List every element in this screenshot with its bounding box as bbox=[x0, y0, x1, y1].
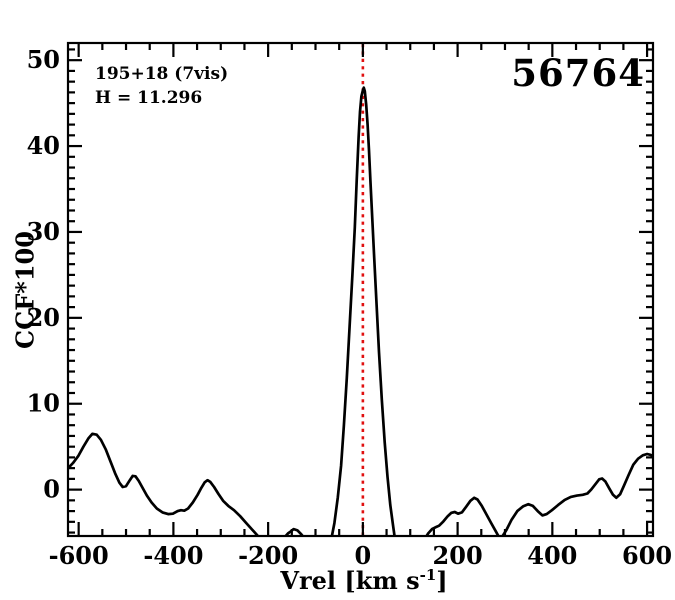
x-tick-label: -400 bbox=[143, 541, 203, 570]
x-tick-label: 0 bbox=[355, 541, 372, 570]
x-tick-label: -600 bbox=[49, 541, 109, 570]
x-tick-label: -200 bbox=[238, 541, 298, 570]
h-magnitude-label: H = 11.296 bbox=[95, 88, 203, 108]
y-tick-label: 30 bbox=[27, 217, 60, 246]
x-axis-label-close: ] bbox=[436, 566, 448, 595]
field-visits-label: 195+18 (7vis) bbox=[95, 64, 229, 84]
ccf-curve bbox=[69, 86, 652, 535]
plot-frame bbox=[66, 41, 655, 538]
x-axis-label-superscript: -1 bbox=[419, 566, 437, 584]
plot-id-label: 56764 bbox=[511, 51, 645, 95]
x-tick-label: 400 bbox=[527, 541, 577, 570]
x-tick-label: 600 bbox=[622, 541, 672, 570]
y-tick-label: 10 bbox=[27, 389, 60, 418]
y-tick-label: 40 bbox=[27, 131, 60, 160]
y-tick-label: 0 bbox=[43, 475, 60, 504]
y-tick-label: 50 bbox=[27, 45, 60, 74]
x-axis-label-main: Vrel [km s bbox=[280, 566, 420, 595]
y-axis-label: CCF*100 bbox=[10, 231, 40, 349]
x-tick-label: 200 bbox=[433, 541, 483, 570]
y-tick-label: 20 bbox=[27, 303, 60, 332]
x-axis-label: Vrel [km s-1] bbox=[280, 566, 447, 595]
